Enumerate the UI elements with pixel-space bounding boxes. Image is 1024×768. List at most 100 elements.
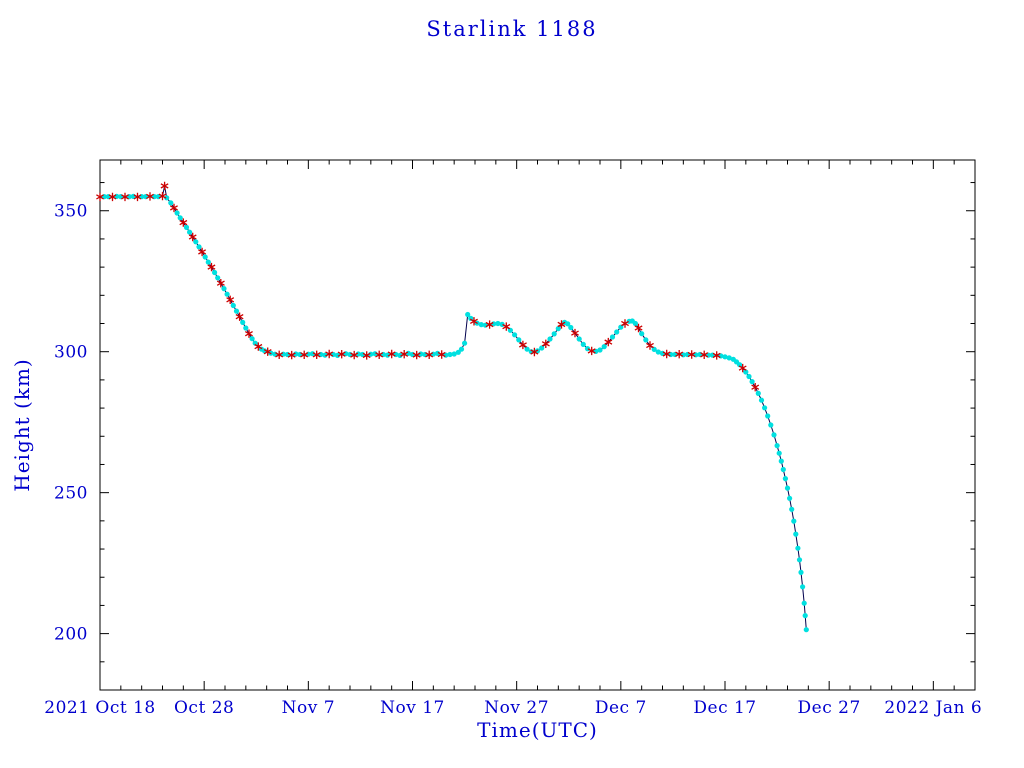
red-asterisk-marker	[437, 350, 446, 359]
y-axis-label: Height (km)	[10, 358, 34, 492]
axis-ticks	[99, 160, 975, 690]
cyan-dot-marker	[164, 195, 170, 201]
cyan-dot-marker	[293, 351, 299, 357]
cyan-dot-marker	[224, 291, 230, 297]
cyan-dot-marker	[802, 613, 808, 619]
data-markers	[96, 181, 809, 633]
x-tick-label: 2021 Oct 18	[44, 698, 156, 718]
red-asterisk-marker	[412, 350, 421, 360]
red-asterisk-marker	[263, 347, 272, 356]
red-asterisk-marker	[541, 339, 550, 348]
red-asterisk-marker	[469, 317, 478, 326]
cyan-dot-marker	[584, 346, 591, 352]
red-asterisk-marker	[712, 351, 721, 360]
red-asterisk-marker	[687, 350, 696, 359]
y-tick-label: 250	[54, 484, 88, 504]
red-asterisk-marker	[337, 350, 346, 359]
cyan-dot-marker	[547, 336, 553, 342]
cyan-dot-marker	[384, 352, 391, 358]
red-asterisk-marker	[604, 337, 613, 347]
red-asterisk-marker	[287, 350, 296, 360]
cyan-dot-marker	[632, 320, 639, 327]
cyan-dot-marker	[793, 531, 799, 537]
cyan-dot-marker	[205, 259, 211, 265]
cyan-dot-marker	[601, 344, 607, 350]
cyan-dot-marker	[252, 340, 258, 346]
red-asterisk-marker	[700, 350, 709, 359]
cyan-dot-marker	[576, 336, 582, 342]
cyan-dot-marker	[458, 346, 465, 352]
cyan-dot-marker	[774, 443, 780, 449]
cyan-dot-marker	[568, 324, 574, 331]
cyan-dot-marker	[746, 373, 752, 380]
red-asterisk-marker	[587, 346, 596, 356]
cyan-dot-marker	[221, 286, 227, 292]
cyan-dot-marker	[372, 351, 378, 357]
cyan-dot-marker	[524, 346, 530, 352]
cyan-dot-marker	[798, 569, 804, 576]
cyan-dot-marker	[177, 215, 183, 221]
cyan-dot-marker	[233, 308, 240, 314]
cyan-dot-marker	[609, 334, 616, 340]
cyan-dot-marker	[511, 332, 518, 338]
cyan-dot-marker	[495, 320, 501, 327]
y-tick-label: 300	[54, 343, 88, 363]
cyan-dot-marker	[580, 341, 586, 347]
x-tick-label: Nov 17	[380, 698, 445, 718]
cyan-dot-marker	[418, 351, 424, 357]
x-tick-label: Oct 28	[174, 698, 234, 718]
red-asterisk-marker	[235, 312, 244, 321]
red-asterisk-marker	[387, 349, 396, 359]
red-asterisk-marker	[751, 383, 760, 392]
cyan-dot-marker	[183, 224, 190, 230]
red-asterisk-marker	[557, 320, 566, 329]
x-tick-label: 2022 Jan 6	[884, 698, 982, 718]
red-asterisk-marker	[179, 218, 188, 227]
cyan-dot-marker	[737, 362, 743, 368]
red-asterisk-marker	[275, 350, 284, 359]
cyan-dot-marker	[655, 349, 661, 355]
cyan-dot-marker	[243, 325, 249, 331]
cyan-dot-marker	[803, 627, 809, 633]
cyan-dot-marker	[555, 326, 561, 332]
cyan-dot-marker	[787, 495, 793, 501]
red-asterisk-marker	[362, 351, 371, 360]
x-axis-label: Time(UTC)	[477, 718, 598, 742]
cyan-dot-marker	[565, 321, 571, 327]
cyan-dot-marker	[240, 319, 246, 325]
cyan-dot-marker	[791, 518, 797, 524]
x-tick-label: Nov 27	[484, 698, 549, 718]
red-asterisk-marker	[108, 192, 117, 202]
red-asterisk-marker	[121, 192, 129, 202]
cyan-dot-marker	[768, 422, 774, 428]
cyan-dot-marker	[174, 210, 180, 216]
cyan-dot-marker	[784, 485, 791, 491]
height-curve	[99, 185, 807, 630]
red-asterisk-marker	[198, 247, 207, 257]
cyan-dot-marker	[771, 432, 777, 438]
red-asterisk-marker	[621, 319, 629, 328]
cyan-dot-marker	[551, 331, 557, 337]
red-asterisk-marker	[662, 349, 671, 359]
cyan-dot-marker	[215, 275, 221, 281]
red-asterisk-marker	[518, 340, 527, 350]
cyan-dot-marker	[765, 413, 771, 419]
cyan-dot-marker	[722, 354, 728, 360]
red-asterisk-marker	[502, 322, 511, 331]
cyan-dot-marker	[447, 351, 453, 358]
cyan-dot-marker	[499, 321, 505, 327]
cyan-dot-marker	[639, 331, 645, 337]
red-asterisk-marker	[312, 350, 321, 359]
cyan-dot-marker	[614, 329, 620, 335]
cyan-dot-marker	[743, 369, 749, 375]
cyan-dot-marker	[749, 379, 755, 385]
y-tick-label: 200	[54, 625, 88, 645]
red-asterisk-marker	[244, 329, 253, 338]
cyan-dot-marker	[801, 600, 807, 606]
x-tick-label: Dec 27	[798, 698, 861, 718]
red-asterisk-marker	[571, 328, 579, 338]
cyan-dot-marker	[168, 200, 174, 206]
red-asterisk-marker	[350, 350, 359, 360]
y-tick-label: 350	[54, 202, 88, 222]
